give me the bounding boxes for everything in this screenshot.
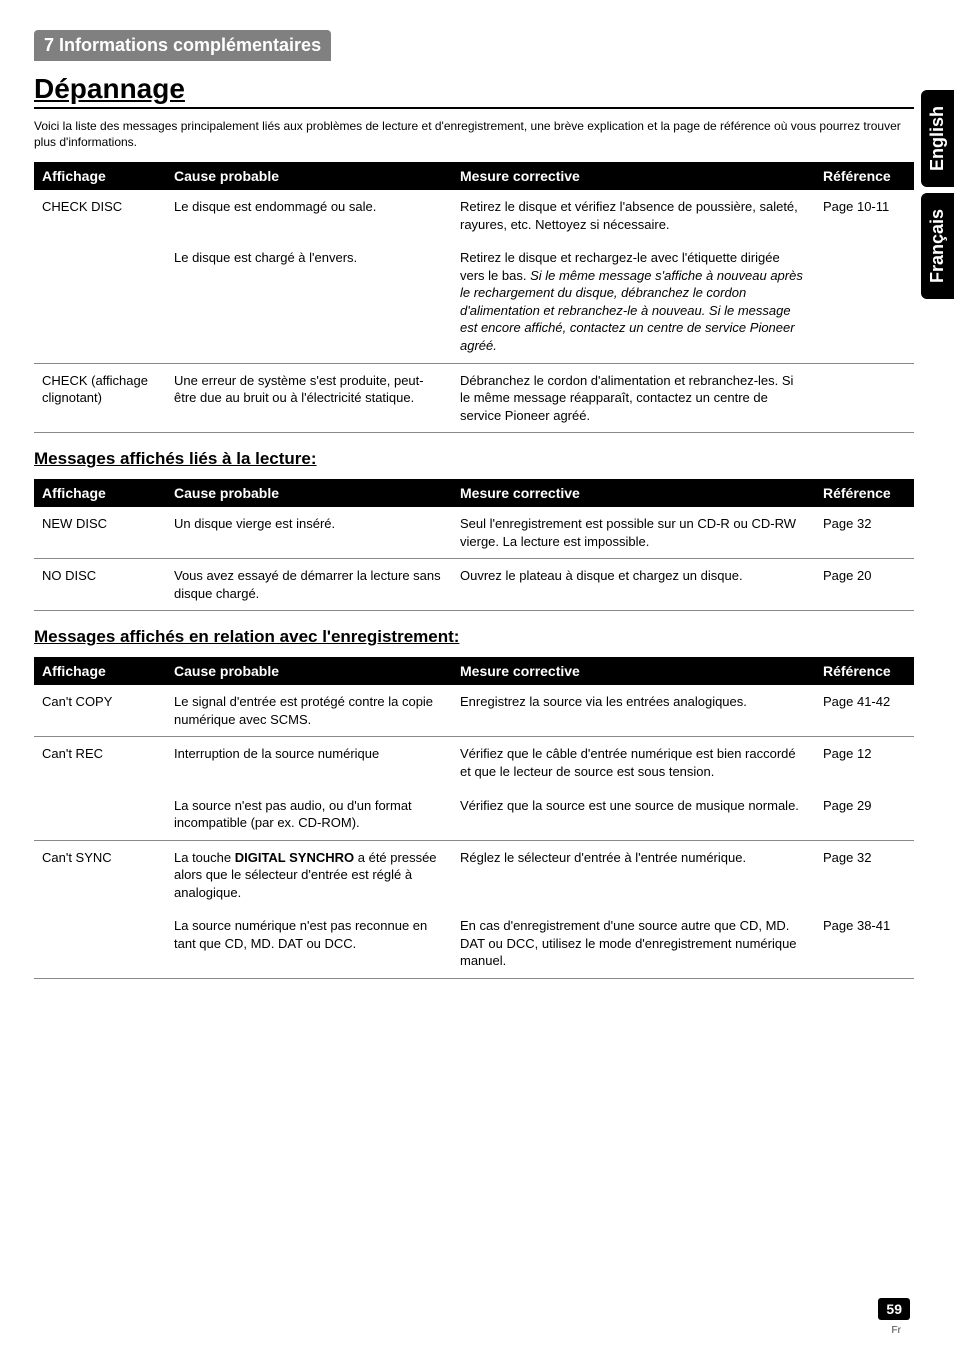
table-row: Can't COPY Le signal d'entrée est protég…	[34, 685, 914, 737]
cell-reference: Page 38-41	[815, 909, 914, 978]
th-affichage: Affichage	[34, 657, 166, 685]
cell-reference: Page 12	[815, 737, 914, 789]
cell-affichage	[34, 241, 166, 363]
cell-affichage	[34, 789, 166, 841]
cell-cause: Interruption de la source numérique	[166, 737, 452, 789]
th-reference: Référence	[815, 162, 914, 190]
subtitle-enregistrement: Messages affichés en relation avec l'enr…	[34, 627, 914, 647]
cell-reference: Page 41-42	[815, 685, 914, 737]
cell-cause: La source numérique n'est pas reconnue e…	[166, 909, 452, 978]
cell-affichage: CHECK (affichage clignotant)	[34, 363, 166, 433]
cell-mesure: En cas d'enregistrement d'une source aut…	[452, 909, 815, 978]
table-row: Can't REC Interruption de la source numé…	[34, 737, 914, 789]
cell-cause: La source n'est pas audio, ou d'un forma…	[166, 789, 452, 841]
tab-english[interactable]: English	[921, 90, 954, 187]
th-affichage: Affichage	[34, 162, 166, 190]
cell-mesure: Retirez le disque et vérifiez l'absence …	[452, 190, 815, 241]
cell-cause: Le disque est endommagé ou sale.	[166, 190, 452, 241]
cell-mesure: Vérifiez que le câble d'entrée numérique…	[452, 737, 815, 789]
th-affichage: Affichage	[34, 479, 166, 507]
table-row: CHECK (affichage clignotant) Une erreur …	[34, 363, 914, 433]
table-row: NO DISC Vous avez essayé de démarrer la …	[34, 559, 914, 611]
cell-affichage: Can't COPY	[34, 685, 166, 737]
page-lang-code: Fr	[892, 1325, 901, 1336]
cell-affichage: CHECK DISC	[34, 190, 166, 241]
cell-cause: Vous avez essayé de démarrer la lecture …	[166, 559, 452, 611]
cell-mesure: Enregistrez la source via les entrées an…	[452, 685, 815, 737]
table-row: CHECK DISC Le disque est endommagé ou sa…	[34, 190, 914, 241]
cell-cause: Une erreur de système s'est produite, pe…	[166, 363, 452, 433]
cell-cause: Le disque est chargé à l'envers.	[166, 241, 452, 363]
table-row: Can't SYNC La touche DIGITAL SYNCHRO a é…	[34, 840, 914, 909]
th-reference: Référence	[815, 479, 914, 507]
cell-reference: Page 10-11	[815, 190, 914, 241]
troubleshoot-table-lecture: Affichage Cause probable Mesure correcti…	[34, 479, 914, 611]
intro-text: Voici la liste des messages principaleme…	[34, 119, 914, 150]
cell-mesure: Réglez le sélecteur d'entrée à l'entrée …	[452, 840, 815, 909]
cell-cause: La touche DIGITAL SYNCHRO a été pressée …	[166, 840, 452, 909]
cell-mesure: Retirez le disque et rechargez-le avec l…	[452, 241, 815, 363]
cell-affichage: NO DISC	[34, 559, 166, 611]
cell-reference: Page 20	[815, 559, 914, 611]
cause-bold: DIGITAL SYNCHRO	[235, 850, 354, 865]
cell-mesure: Vérifiez que la source est une source de…	[452, 789, 815, 841]
table-row: Le disque est chargé à l'envers. Retirez…	[34, 241, 914, 363]
troubleshoot-table-enreg: Affichage Cause probable Mesure correcti…	[34, 657, 914, 979]
cell-affichage: Can't SYNC	[34, 840, 166, 909]
cell-mesure: Ouvrez le plateau à disque et chargez un…	[452, 559, 815, 611]
table-row: La source n'est pas audio, ou d'un forma…	[34, 789, 914, 841]
th-cause: Cause probable	[166, 162, 452, 190]
page-number: 59	[878, 1298, 910, 1320]
th-cause: Cause probable	[166, 657, 452, 685]
th-mesure: Mesure corrective	[452, 162, 815, 190]
cell-affichage: NEW DISC	[34, 507, 166, 559]
cell-affichage	[34, 909, 166, 978]
section-bar: 7 Informations complémentaires	[34, 30, 331, 61]
cell-cause: Le signal d'entrée est protégé contre la…	[166, 685, 452, 737]
th-reference: Référence	[815, 657, 914, 685]
cell-mesure: Débranchez le cordon d'alimentation et r…	[452, 363, 815, 433]
cell-reference: Page 32	[815, 840, 914, 909]
cell-reference	[815, 241, 914, 363]
language-tabs: English Français	[921, 90, 954, 299]
th-cause: Cause probable	[166, 479, 452, 507]
main-title: Dépannage	[34, 73, 914, 109]
cell-affichage: Can't REC	[34, 737, 166, 789]
cause-prefix: La touche	[174, 850, 235, 865]
table-row: NEW DISC Un disque vierge est inséré. Se…	[34, 507, 914, 559]
cell-reference	[815, 363, 914, 433]
tab-francais[interactable]: Français	[921, 193, 954, 299]
cell-reference: Page 29	[815, 789, 914, 841]
cell-cause: Un disque vierge est inséré.	[166, 507, 452, 559]
cell-reference: Page 32	[815, 507, 914, 559]
th-mesure: Mesure corrective	[452, 657, 815, 685]
cell-mesure: Seul l'enregistrement est possible sur u…	[452, 507, 815, 559]
table-row: La source numérique n'est pas reconnue e…	[34, 909, 914, 978]
subtitle-lecture: Messages affichés liés à la lecture:	[34, 449, 914, 469]
troubleshoot-table-general: Affichage Cause probable Mesure correcti…	[34, 162, 914, 433]
th-mesure: Mesure corrective	[452, 479, 815, 507]
